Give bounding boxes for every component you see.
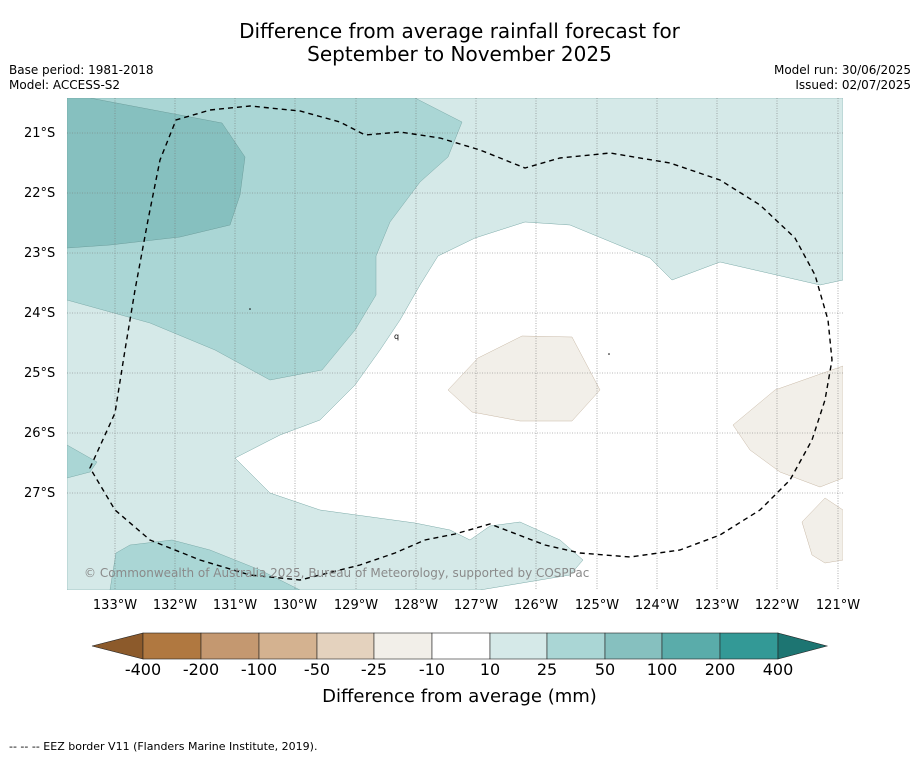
map-title-line2: September to November 2025 xyxy=(307,42,612,66)
lon-label: 122°W xyxy=(754,598,800,613)
lon-label: 130°W xyxy=(272,598,318,613)
lon-label: 123°W xyxy=(694,598,740,613)
colorbar-tick-label: -200 xyxy=(182,660,220,679)
eez-footnote: -- -- -- EEZ border V11 (Flanders Marine… xyxy=(9,740,318,753)
lon-label: 128°W xyxy=(393,598,439,613)
lon-label: 133°W xyxy=(92,598,138,613)
lat-label: 23°S xyxy=(24,246,56,261)
latitude-gridlines xyxy=(67,132,843,494)
colorbar-segment-8 xyxy=(546,632,606,660)
lon-label: 131°W xyxy=(212,598,258,613)
colorbar-tick-label: 25 xyxy=(536,660,558,679)
colorbar-tick-label: 100 xyxy=(646,660,678,679)
colorbar-segment-7 xyxy=(489,632,548,660)
colorbar-segment-5 xyxy=(373,632,433,660)
colorbar-tick-label: -400 xyxy=(124,660,162,679)
colorbar-tick-label: -25 xyxy=(360,660,388,679)
lon-label: 129°W xyxy=(333,598,379,613)
colorbar-extend-high xyxy=(777,632,829,660)
longitude-gridlines xyxy=(114,98,839,590)
colorbar-tick-label: 400 xyxy=(762,660,794,679)
base-period-text: Base period: 1981-2018 xyxy=(9,63,154,77)
copyright-text: © Commonwealth of Australia 2025, Bureau… xyxy=(84,566,590,580)
region-neg10-25-east xyxy=(732,365,843,488)
map-title-line1: Difference from average rainfall forecas… xyxy=(239,19,680,43)
colorbar-tick-label: -10 xyxy=(418,660,446,679)
lon-label: 124°W xyxy=(634,598,680,613)
colorbar-segment-6 xyxy=(431,632,491,660)
lon-label: 126°W xyxy=(513,598,559,613)
region-50-100 xyxy=(67,98,246,249)
colorbar xyxy=(91,632,829,660)
lat-label: 26°S xyxy=(24,426,56,441)
colorbar-segment-11 xyxy=(719,632,779,660)
lat-label: 25°S xyxy=(24,366,56,381)
eez-border xyxy=(89,105,833,581)
map-mark-2 xyxy=(249,308,251,310)
region-neg10-25-center xyxy=(447,335,601,422)
lon-label: 125°W xyxy=(574,598,620,613)
colorbar-segment-10 xyxy=(661,632,721,660)
region-25-50-west xyxy=(67,444,98,479)
lat-label: 21°S xyxy=(24,126,56,141)
map-mark-1: q xyxy=(394,332,399,341)
issued-text: Issued: 02/07/2025 xyxy=(795,78,911,92)
colorbar-segment-3 xyxy=(258,632,318,660)
colorbar-tick-label: 200 xyxy=(704,660,736,679)
map-area: q xyxy=(67,98,843,590)
lon-label: 132°W xyxy=(152,598,198,613)
lat-label: 24°S xyxy=(24,306,56,321)
lat-label: 27°S xyxy=(24,486,56,501)
region-neg10-25-southeast xyxy=(801,497,843,564)
colorbar-segment-4 xyxy=(316,632,375,660)
lon-label: 127°W xyxy=(453,598,499,613)
colorbar-segment-1 xyxy=(142,632,202,660)
colorbar-extend-low xyxy=(91,632,144,660)
colorbar-tick-label: 10 xyxy=(479,660,501,679)
model-run-text: Model run: 30/06/2025 xyxy=(773,63,911,77)
colorbar-segment-2 xyxy=(200,632,260,660)
colorbar-title: Difference from average (mm) xyxy=(322,686,597,707)
model-text: Model: ACCESS-S2 xyxy=(9,78,121,92)
colorbar-tick-label: -100 xyxy=(240,660,278,679)
colorbar-tick-label: 50 xyxy=(594,660,616,679)
lat-label: 22°S xyxy=(24,186,56,201)
colorbar-tick-label: -50 xyxy=(303,660,331,679)
colorbar-segment-9 xyxy=(604,632,663,660)
lon-label: 121°W xyxy=(815,598,861,613)
map-mark-3 xyxy=(608,353,610,355)
region-25-50-south xyxy=(109,539,301,590)
